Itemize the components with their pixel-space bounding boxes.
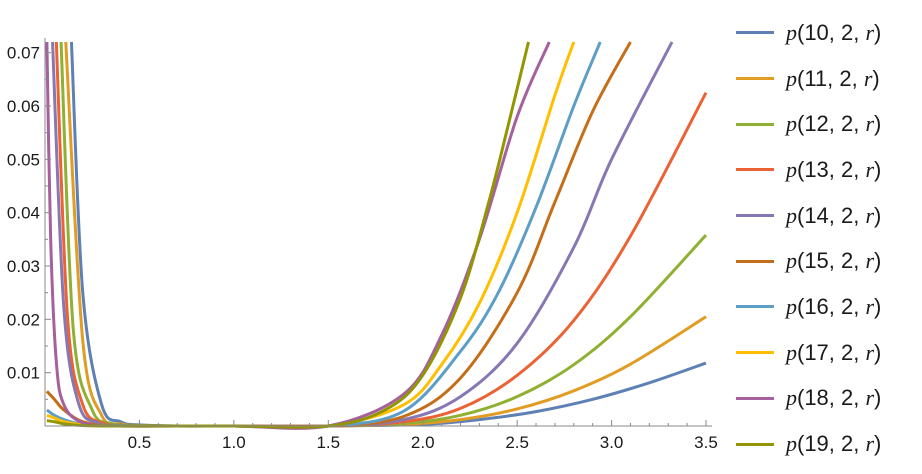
legend-item: p(11, 2, r)	[736, 56, 922, 102]
legend-label: p(14, 2, r)	[786, 202, 882, 228]
legend-item: p(19, 2, r)	[736, 421, 922, 467]
series-layer	[45, 41, 708, 430]
y-tick-label: 0.06	[7, 97, 40, 116]
legend-swatch	[736, 168, 774, 172]
legend-item: p(10, 2, r)	[736, 10, 922, 56]
series-line-9	[46, 41, 530, 429]
legend-item: p(17, 2, r)	[736, 330, 922, 376]
legend-swatch	[736, 77, 774, 81]
legend-item: p(13, 2, r)	[736, 147, 922, 193]
legend-item: p(12, 2, r)	[736, 101, 922, 147]
x-tick-label: 2.0	[411, 433, 435, 452]
y-tick-label: 0.01	[7, 364, 40, 383]
series-line-2	[59, 41, 708, 428]
series-line-5	[45, 41, 632, 429]
y-tick-label: 0.02	[7, 310, 40, 329]
x-tick-label: 3.0	[600, 433, 624, 452]
legend-label: p(10, 2, r)	[786, 19, 882, 45]
legend-label: p(18, 2, r)	[786, 385, 882, 411]
legend-item: p(14, 2, r)	[736, 193, 922, 239]
legend-swatch	[736, 214, 774, 218]
legend-label: p(12, 2, r)	[786, 111, 882, 137]
series-line-1	[64, 41, 707, 428]
legend-swatch	[736, 396, 774, 400]
legend-label: p(19, 2, r)	[786, 431, 882, 457]
x-tick-label: 3.5	[694, 433, 718, 452]
x-tick-label: 1.0	[222, 433, 246, 452]
series-line-3	[54, 41, 708, 428]
y-tick-label: 0.07	[7, 44, 40, 63]
series-line-6	[46, 41, 602, 429]
y-tick-label: 0.05	[7, 150, 40, 169]
x-tick-label: 2.5	[505, 433, 529, 452]
y-tick-label: 0.03	[7, 257, 40, 276]
legend-swatch	[736, 122, 774, 126]
legend-label: p(17, 2, r)	[786, 339, 882, 365]
axes-layer: 0.5 1.0 1.5 2.0 2.5 3.0 3.5 0.01 0.02 0.03 0.04 0.0…	[7, 38, 718, 452]
legend-swatch	[736, 31, 774, 35]
legend-item: p(16, 2, r)	[736, 284, 922, 330]
series-line-4	[51, 41, 674, 428]
legend-label: p(16, 2, r)	[786, 293, 882, 319]
chart-plot: 0.5 1.0 1.5 2.0 2.5 3.0 3.5 0.01 0.02 0.03 0.04 0.0…	[7, 38, 718, 452]
x-tick-label: 0.5	[128, 433, 152, 452]
legend-item: p(18, 2, r)	[736, 376, 922, 422]
legend-label: p(11, 2, r)	[786, 65, 880, 91]
legend-label: p(15, 2, r)	[786, 248, 882, 274]
series-line-8	[45, 41, 551, 430]
legend-swatch	[736, 259, 774, 263]
x-tick-label: 1.5	[316, 433, 340, 452]
legend-item: p(15, 2, r)	[736, 238, 922, 284]
legend-swatch	[736, 305, 774, 309]
legend-swatch	[736, 351, 774, 355]
legend-label: p(13, 2, r)	[786, 156, 882, 182]
y-tick-label: 0.04	[7, 204, 40, 223]
legend-swatch	[736, 442, 774, 446]
series-line-0	[69, 41, 707, 428]
chart-legend: p(10, 2, r) p(11, 2, r) p(12, 2, r) p(13, 2…	[736, 10, 922, 467]
